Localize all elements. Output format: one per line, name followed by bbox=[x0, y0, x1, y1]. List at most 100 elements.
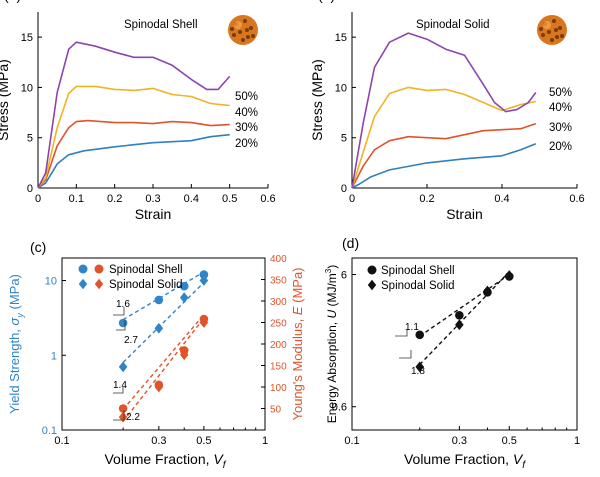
x-axis-label: Strain bbox=[446, 206, 483, 222]
slope-label: 1.8 bbox=[411, 366, 425, 377]
x-tick-label: 0.3 bbox=[151, 435, 166, 447]
right-y-tick-label: 150 bbox=[270, 362, 287, 373]
data-point bbox=[415, 330, 425, 340]
left-y-tick-label: 10 bbox=[45, 276, 57, 288]
data-point bbox=[118, 404, 128, 413]
series-line-40pct bbox=[351, 86, 536, 189]
foam-pore bbox=[547, 30, 551, 34]
left-y-tick-label: 1 bbox=[51, 350, 57, 362]
x-tick-label: 0.2 bbox=[419, 193, 434, 205]
right-y-tick-label: 200 bbox=[270, 340, 287, 351]
y-tick-label: 0 bbox=[27, 183, 33, 195]
series-label: 20% bbox=[549, 141, 572, 153]
data-point bbox=[118, 361, 128, 373]
data-point bbox=[455, 310, 464, 320]
series-label: 30% bbox=[235, 122, 258, 134]
slope-triangle bbox=[113, 410, 125, 421]
data-point bbox=[154, 381, 164, 393]
legend-marker-solid-orange bbox=[94, 278, 104, 290]
slope-label: 1.6 bbox=[116, 299, 130, 310]
y-tick-label: 15 bbox=[335, 32, 347, 44]
x-tick-label: 0.4 bbox=[494, 193, 509, 205]
foam-pore bbox=[230, 27, 234, 31]
foam-pore bbox=[539, 27, 543, 31]
x-tick-label: 0.1 bbox=[54, 435, 69, 447]
x-tick-label: 0.5 bbox=[502, 435, 517, 447]
x-tick-label: 0 bbox=[35, 193, 41, 205]
left-y-tick-label: 0.1 bbox=[42, 425, 57, 437]
y-tick-label: 10 bbox=[335, 82, 347, 94]
legend-marker-shell-orange bbox=[94, 264, 104, 274]
series-label: 50% bbox=[549, 87, 572, 99]
foam-pore bbox=[243, 19, 247, 23]
foam-pore bbox=[558, 26, 562, 30]
y-axis-label: Stress (MPa) bbox=[309, 59, 325, 141]
foam-highlight bbox=[543, 21, 551, 29]
panel-label: (a) bbox=[4, 0, 21, 3]
legend-marker-solid bbox=[367, 279, 377, 291]
legend-label: Spinodal Shell bbox=[109, 264, 183, 276]
series-label: 40% bbox=[235, 107, 258, 119]
data-point bbox=[179, 292, 189, 304]
foam-pore bbox=[245, 28, 249, 32]
foam-pore bbox=[246, 35, 250, 39]
y-tick-label: 10 bbox=[21, 82, 33, 94]
panel-d: 0.1 0.3 0.5 1 0.6 6 Volume Fraction, Vf Energy … bbox=[324, 235, 580, 471]
x-tick-label: 1 bbox=[262, 435, 268, 447]
series-label: 50% bbox=[235, 91, 258, 103]
data-point bbox=[179, 281, 189, 291]
right-y-tick-label: 400 bbox=[270, 254, 287, 265]
data-point bbox=[199, 270, 209, 279]
foam-pore bbox=[232, 33, 236, 37]
series-line-30pct bbox=[351, 122, 537, 189]
panel-a: 0 0.1 0.2 0.3 0.4 0.5 0.6 0 5 10 15 Strain Stress (M… bbox=[0, 0, 276, 222]
right-y-tick-label: 250 bbox=[270, 319, 287, 330]
series-line-20pct bbox=[351, 142, 537, 189]
right-y-tick-label: 350 bbox=[270, 276, 287, 287]
y-axis-label: Energy Absorption, U (MJ/m3) bbox=[324, 265, 339, 424]
x-tick-label: 0.5 bbox=[196, 435, 211, 447]
x-axis-label: Strain bbox=[135, 206, 172, 222]
panel-c: 0.1 0.3 0.5 1 0.1 1 10 50 100 150 200 250 300 350 400 V… bbox=[7, 239, 305, 471]
right-y-tick-label: 300 bbox=[270, 297, 287, 308]
right-y-tick-label: 50 bbox=[270, 405, 282, 416]
x-tick-label: 0.6 bbox=[260, 193, 275, 205]
right-y-axis-label: Young's Modulus, E (MPa) bbox=[290, 267, 305, 420]
legend-marker-solid-blue bbox=[78, 278, 88, 290]
left-y-axis-label: Yield Strength, σy (MPa) bbox=[7, 274, 25, 414]
y-tick-label: 6 bbox=[341, 270, 347, 282]
right-y-tick-label: 100 bbox=[270, 383, 287, 394]
fit-line bbox=[122, 282, 205, 363]
slope-triangle bbox=[113, 387, 124, 394]
x-tick-label: 1 bbox=[574, 435, 580, 447]
data-point bbox=[154, 295, 164, 305]
panel-b: 0 0.2 0.4 0.6 0 5 10 15 Strain Stress (MPa) (b) Spi… bbox=[309, 0, 585, 222]
x-tick-label: 0.1 bbox=[69, 193, 84, 205]
legend-label: Spinodal Solid bbox=[109, 279, 183, 291]
foam-pore bbox=[241, 38, 245, 42]
series-label: 30% bbox=[549, 122, 572, 134]
series-line-40pct bbox=[37, 85, 230, 189]
series-label: 20% bbox=[235, 138, 258, 150]
panel-label: (b) bbox=[318, 0, 335, 3]
data-point bbox=[154, 322, 164, 334]
data-point bbox=[179, 349, 189, 361]
y-tick-label: 0 bbox=[341, 183, 347, 195]
x-tick-label: 0.4 bbox=[184, 193, 199, 205]
x-axis-label: Volume Fraction, Vf bbox=[404, 451, 526, 471]
y-tick-label: 15 bbox=[21, 32, 33, 44]
series-line-30pct bbox=[37, 119, 230, 189]
series-line-50pct bbox=[37, 41, 231, 189]
fit-line bbox=[122, 317, 205, 422]
foam-structure-icon bbox=[228, 15, 258, 45]
foam-pore bbox=[554, 28, 558, 32]
slope-triangle bbox=[113, 307, 125, 316]
x-tick-label: 0.2 bbox=[107, 193, 122, 205]
series-line-20pct bbox=[37, 133, 230, 189]
data-point bbox=[199, 275, 209, 286]
legend: Spinodal Shell Spinodal Solid bbox=[78, 264, 183, 291]
series-label: 40% bbox=[549, 102, 572, 114]
fit-line bbox=[419, 271, 510, 366]
chart-title: Spinodal Solid bbox=[416, 19, 490, 31]
